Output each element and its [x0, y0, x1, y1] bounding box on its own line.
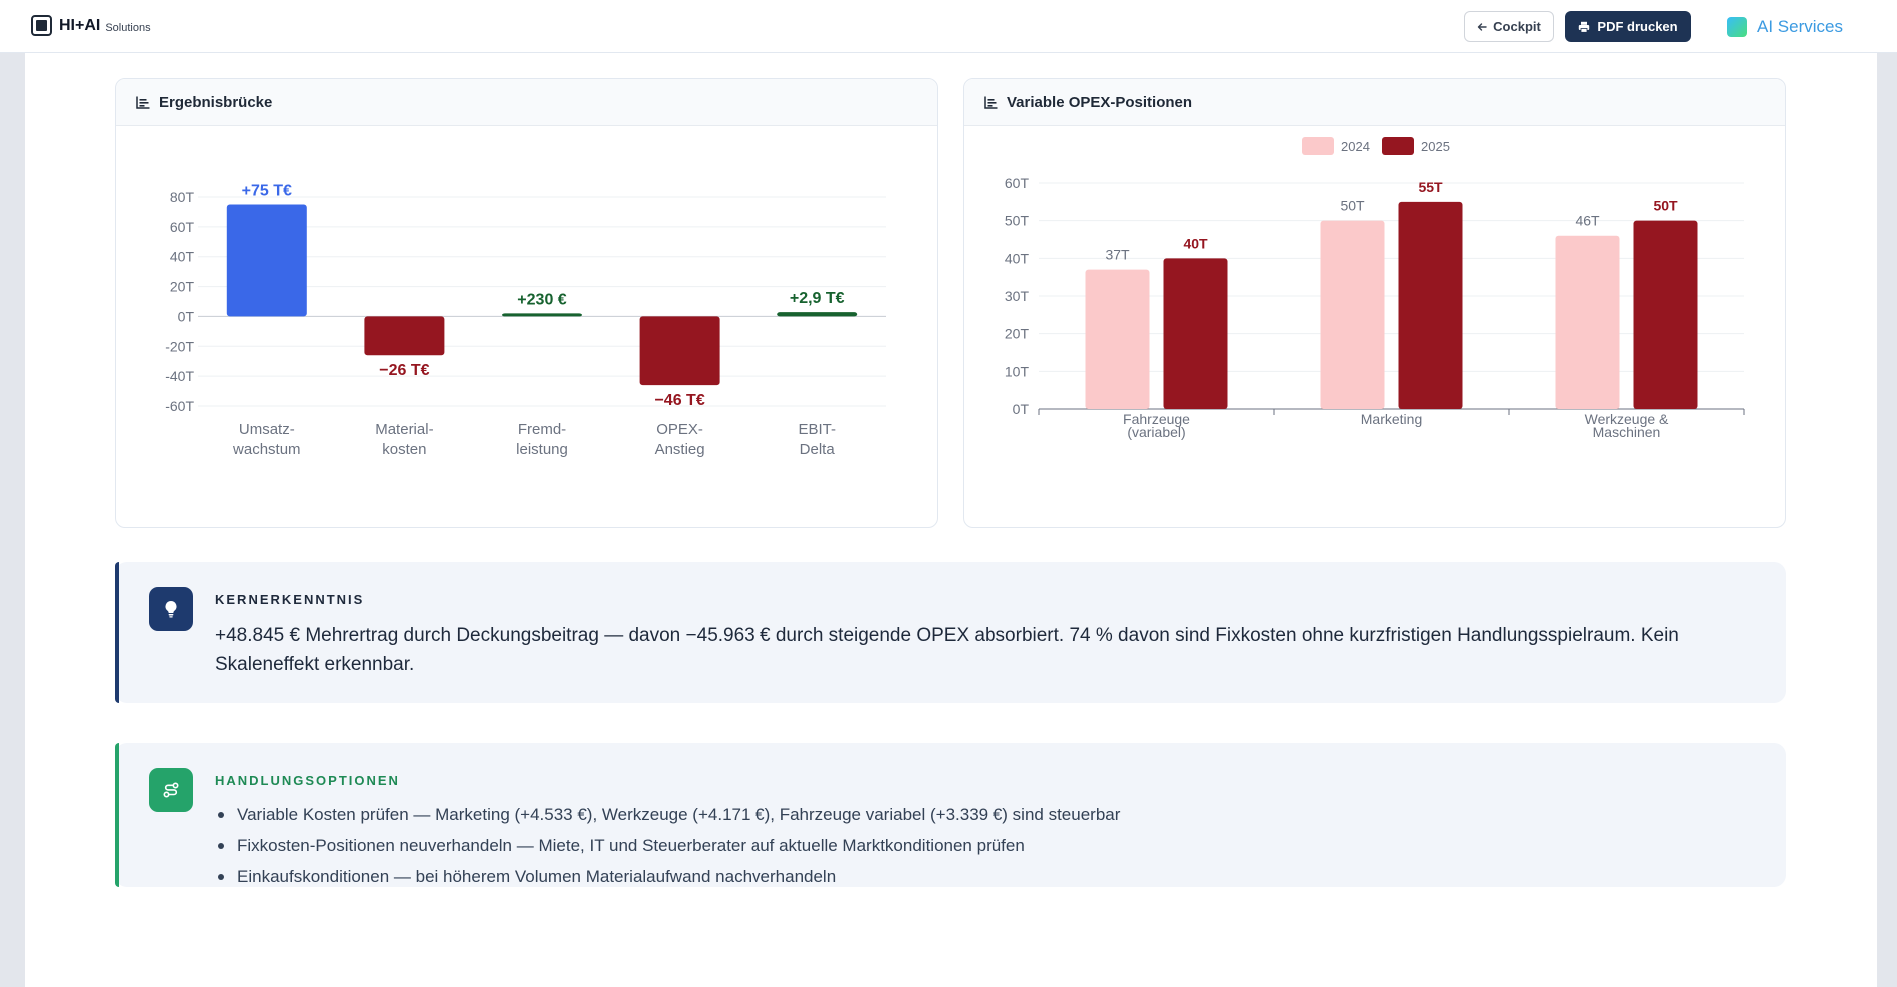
y-tick-label: 20T [170, 279, 195, 295]
y-tick-label: 20T [1005, 326, 1030, 342]
legend-label: 2024 [1341, 139, 1370, 154]
brand-logo-icon [31, 15, 52, 36]
options-panel: HANDLUNGSOPTIONEN Variable Kosten prüfen… [115, 743, 1786, 887]
y-tick-label: -20T [165, 338, 194, 354]
bridge-data-label: +75 T€ [242, 182, 292, 199]
opex-chart: 2024 2025 60T 50T 40T 30T 20T 10T 0T 37T 40T Fahrze… [1005, 137, 1745, 440]
ai-services-icon [1727, 17, 1747, 37]
bridge-data-label: +2,9 T€ [790, 290, 845, 307]
opex-data-label: 55T [1418, 179, 1443, 195]
options-list: Variable Kosten prüfen — Marketing (+4.5… [215, 799, 1120, 892]
brand-sub: Solutions [105, 21, 151, 34]
y-tick-label: 0T [1013, 401, 1030, 417]
opex-chart-title: Variable OPEX-Positionen [1007, 93, 1193, 111]
bridge-chart: 80T 60T 40T 20T 0T -20T -40T -60T +75 T€ Umsatz-w… [165, 182, 886, 458]
arrow-left-icon [1477, 22, 1487, 31]
opex-chart-card: Variable OPEX-Positionen 2024 2025 60T 50T 4… [963, 78, 1786, 528]
bridge-chart-title: Ergebnisbrücke [159, 93, 273, 111]
opex-data-label: 40T [1183, 235, 1208, 251]
legend-label: 2025 [1421, 139, 1450, 154]
ai-services-link[interactable]: AI Services [1727, 14, 1843, 40]
opex-bar-2025 [1633, 220, 1698, 409]
opex-data-label: 50T [1340, 198, 1365, 214]
y-tick-label: 60T [170, 219, 195, 235]
bridge-bar [226, 204, 307, 317]
option-item: Einkaufskonditionen — bei höherem Volume… [215, 861, 1120, 892]
options-title: HANDLUNGSOPTIONEN [215, 773, 400, 788]
x-tick-label: Marketing [1361, 411, 1422, 427]
x-tick-label: Anstieg [655, 441, 705, 458]
y-tick-label: 10T [1005, 363, 1030, 379]
insight-panel: KERNERKENNTNIS +48.845 € Mehrertrag durc… [115, 562, 1786, 703]
pdf-print-button-label: PDF drucken [1597, 19, 1678, 34]
bridge-bar [777, 312, 858, 317]
opex-chart-header: Variable OPEX-Positionen [964, 79, 1785, 126]
insight-text: +48.845 € Mehrertrag durch Deckungsbeitr… [215, 625, 1679, 675]
legend-swatch [1302, 137, 1334, 155]
x-tick-label: Werkzeuge & [1585, 411, 1669, 427]
pdf-print-button[interactable]: PDF drucken [1565, 11, 1691, 42]
y-tick-label: 40T [1005, 250, 1030, 266]
ai-services-label: AI Services [1757, 17, 1843, 36]
opex-bar-2025 [1398, 201, 1463, 409]
y-tick-label: 30T [1005, 288, 1030, 304]
x-tick-label: Maschinen [1593, 424, 1661, 440]
x-tick-label: Fahrzeuge [1123, 411, 1190, 427]
bridge-chart-card: Ergebnisbrücke 80T 60T 40T 20T 0T -20T -40T -60… [115, 78, 938, 528]
x-tick-label: OPEX- [656, 421, 703, 438]
x-tick-label: Material- [375, 421, 433, 438]
opex-bar-2024 [1085, 269, 1150, 409]
bridge-bar [639, 316, 720, 386]
bridge-bar [364, 316, 445, 356]
x-tick-label: leistung [516, 441, 568, 458]
y-tick-label: -40T [165, 368, 194, 384]
opex-bar-2025 [1163, 258, 1228, 409]
opex-data-label: 46T [1575, 213, 1600, 229]
x-tick-label: Delta [800, 441, 836, 458]
brand-name: HI+AI [59, 16, 101, 34]
x-tick-label: (variabel) [1127, 424, 1185, 440]
y-tick-label: 40T [170, 249, 195, 265]
y-tick-label: 0T [178, 308, 195, 324]
cockpit-button[interactable]: Cockpit [1464, 11, 1554, 42]
insight-title: KERNERKENNTNIS [215, 592, 365, 607]
bar-chart-icon [136, 96, 150, 109]
y-tick-label: 60T [1005, 175, 1030, 191]
x-tick-label: EBIT- [798, 421, 836, 438]
bridge-data-label: −46 T€ [654, 392, 704, 409]
bridge-bar [502, 313, 582, 317]
x-tick-label: Umsatz- [239, 421, 295, 438]
x-tick-label: kosten [382, 441, 426, 458]
y-tick-label: 80T [170, 189, 195, 205]
bridge-data-label: +230 € [517, 291, 566, 308]
opex-data-label: 37T [1105, 247, 1130, 263]
option-item: Variable Kosten prüfen — Marketing (+4.5… [215, 799, 1120, 830]
route-icon [149, 768, 193, 812]
options-accent-bar [115, 743, 119, 887]
y-tick-label: -60T [165, 398, 194, 414]
bridge-data-label: −26 T€ [379, 362, 429, 379]
brand[interactable]: HI+AI Solutions [31, 15, 151, 36]
opex-data-label: 50T [1653, 198, 1678, 214]
cockpit-button-label: Cockpit [1493, 19, 1541, 34]
page-content: Ergebnisbrücke 80T 60T 40T 20T 0T -20T -40T -60… [25, 53, 1877, 987]
option-item: Fixkosten-Positionen neuverhandeln — Mie… [215, 830, 1120, 861]
opex-bar-2024 [1320, 220, 1385, 409]
opex-bar-2024 [1555, 235, 1620, 409]
insight-accent-bar [115, 562, 119, 703]
x-tick-label: wachstum [232, 441, 301, 458]
bar-chart-icon [984, 96, 998, 109]
x-tick-label: Fremd- [518, 421, 566, 438]
top-bar: HI+AI Solutions Cockpit PDF drucken AI S… [0, 0, 1897, 53]
bridge-chart-header: Ergebnisbrücke [116, 79, 937, 126]
legend-swatch [1382, 137, 1414, 155]
y-tick-label: 50T [1005, 213, 1030, 229]
lightbulb-icon [149, 587, 193, 631]
printer-icon [1579, 21, 1590, 33]
